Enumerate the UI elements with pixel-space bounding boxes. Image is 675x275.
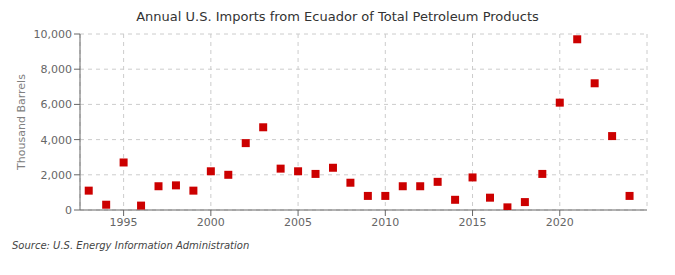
svg-text:2020: 2020 [546,216,574,229]
svg-text:6,000: 6,000 [41,98,73,111]
svg-text:2000: 2000 [197,216,225,229]
html-text:Annual U.S. Imports from Ecuad: Annual U.S. Imports from Ecuador of Tota… [136,9,539,24]
html-text:Source: U.S. Energy Informatio: Source: U.S. Energy Information Administ… [12,240,250,251]
svg-text:2015: 2015 [459,216,487,229]
svg-text:8,000: 8,000 [41,63,73,76]
svg-text:Thousand Barrels: Thousand Barrels [15,74,28,171]
svg-text:1995: 1995 [110,216,138,229]
svg-text:2,000: 2,000 [41,169,73,182]
svg-text:2010: 2010 [371,216,399,229]
svg-text:0: 0 [65,204,72,217]
svg-text:2005: 2005 [284,216,312,229]
svg-text:4,000: 4,000 [41,134,73,147]
svg-text:10,000: 10,000 [34,28,73,41]
